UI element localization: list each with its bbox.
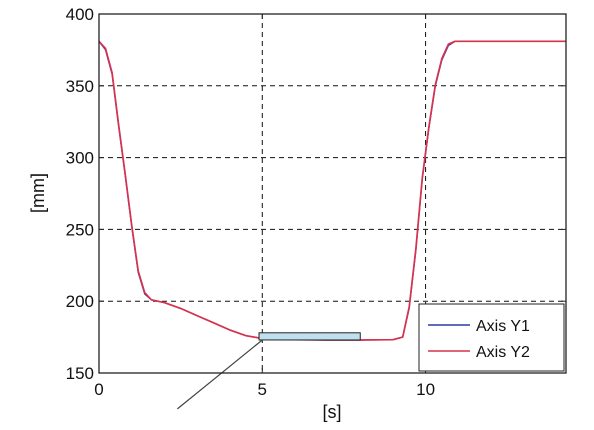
y-tick-label-2: 250 [66, 220, 94, 239]
highlight-box [258, 332, 361, 341]
legend-label-axis-y2: Axis Y2 [476, 344, 530, 361]
x-axis-label: [s] [322, 402, 341, 422]
y-tick-label-0: 150 [66, 364, 94, 383]
x-tick-label-0: 0 [94, 380, 103, 399]
axis-ticks: 0 5 10 150 200 250 300 350 400 [66, 5, 566, 399]
annotations-group [176, 332, 361, 410]
x-tick-label-2: 10 [416, 380, 435, 399]
y-tick-label-1: 200 [66, 292, 94, 311]
legend: Axis Y1 Axis Y2 [418, 303, 565, 372]
legend-box [418, 303, 565, 372]
y-axis-label: [mm] [28, 173, 48, 213]
y-tick-label-3: 300 [66, 149, 94, 168]
x-tick-label-1: 5 [258, 380, 267, 399]
pointer-line [176, 339, 263, 410]
legend-label-axis-y1: Axis Y1 [476, 318, 530, 335]
plot-frame [98, 13, 567, 374]
y-tick-label-4: 350 [66, 77, 94, 96]
y-tick-label-5: 400 [66, 5, 94, 24]
